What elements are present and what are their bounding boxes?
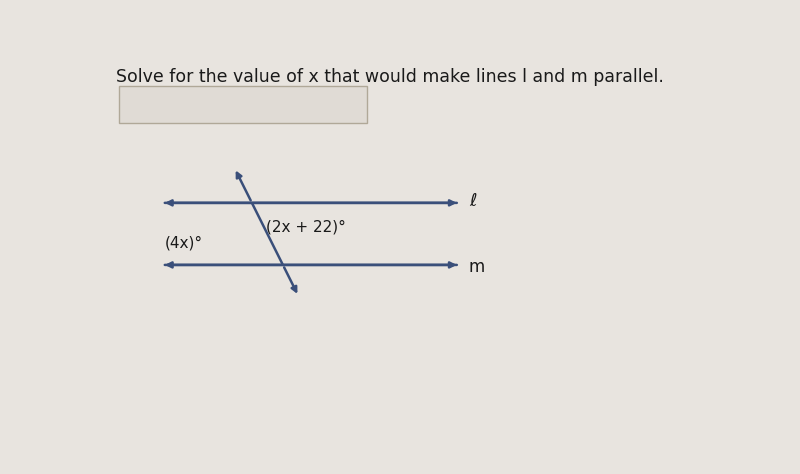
Text: ℓ: ℓ (469, 192, 476, 210)
Text: Solve for the value of x that would make lines l and m parallel.: Solve for the value of x that would make… (115, 68, 663, 86)
FancyBboxPatch shape (118, 86, 366, 123)
Text: (4x)°: (4x)° (165, 235, 203, 250)
Text: (2x + 22)°: (2x + 22)° (266, 219, 346, 234)
Text: m: m (469, 258, 485, 276)
